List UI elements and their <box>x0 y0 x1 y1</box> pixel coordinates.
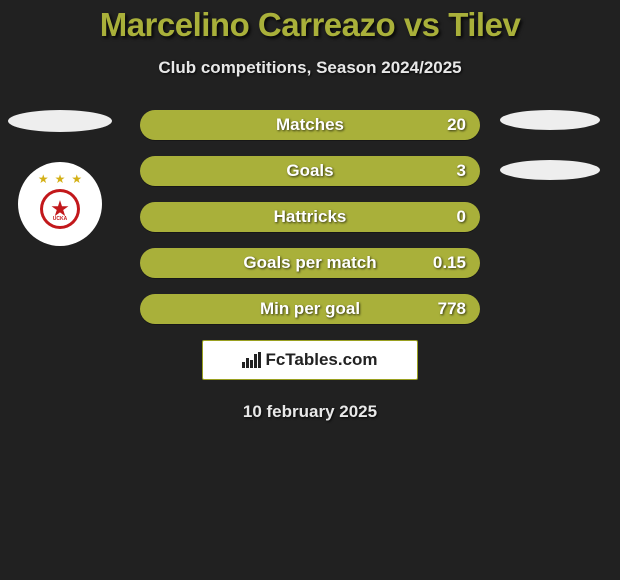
left-club-badge: ★ ★ ★ ★ UCKA <box>18 162 102 246</box>
badge-inner-ring: ★ UCKA <box>40 189 80 229</box>
subtitle: Club competitions, Season 2024/2025 <box>0 58 620 78</box>
stat-row: Matches 20 <box>140 110 480 140</box>
source-logo: FcTables.com <box>202 340 418 380</box>
stat-bar-min-per-goal: Min per goal 778 <box>140 294 480 324</box>
stat-bars: Matches 20 Goals 3 Hattricks 0 Goals per… <box>140 110 480 324</box>
stat-row: Goals 3 <box>140 156 480 186</box>
badge-text: UCKA <box>53 216 67 222</box>
comparison-area: ★ ★ ★ ★ UCKA Matches 20 Goals <box>0 110 620 422</box>
stat-bar-matches: Matches 20 <box>140 110 480 140</box>
stat-label: Min per goal <box>140 299 480 319</box>
star-icon: ★ <box>55 172 66 186</box>
stat-value: 0.15 <box>433 253 466 273</box>
right-avatar-placeholder <box>500 110 600 130</box>
logo-text: FcTables.com <box>265 350 377 370</box>
stat-label: Matches <box>140 115 480 135</box>
date-text: 10 february 2025 <box>0 402 620 422</box>
badge-inner-white: ★ UCKA <box>43 192 77 226</box>
page-title: Marcelino Carreazo vs Tilev <box>0 0 620 44</box>
stat-value: 778 <box>438 299 466 319</box>
stat-bar-hattricks: Hattricks 0 <box>140 202 480 232</box>
stat-label: Goals per match <box>140 253 480 273</box>
stat-bar-goals-per-match: Goals per match 0.15 <box>140 248 480 278</box>
left-player-column: ★ ★ ★ ★ UCKA <box>8 110 112 246</box>
stat-row: Goals per match 0.15 <box>140 248 480 278</box>
star-icon: ★ <box>38 172 49 186</box>
stat-row: Hattricks 0 <box>140 202 480 232</box>
right-secondary-placeholder <box>500 160 600 180</box>
stat-value: 3 <box>457 161 466 181</box>
bar-chart-icon <box>242 352 261 368</box>
stat-value: 0 <box>457 207 466 227</box>
stat-label: Goals <box>140 161 480 181</box>
stat-row: Min per goal 778 <box>140 294 480 324</box>
badge-stars: ★ ★ ★ <box>38 172 82 186</box>
star-icon: ★ <box>71 172 82 186</box>
left-avatar-placeholder <box>8 110 112 132</box>
right-player-column <box>500 110 600 180</box>
stat-label: Hattricks <box>140 207 480 227</box>
stat-bar-goals: Goals 3 <box>140 156 480 186</box>
stat-value: 20 <box>447 115 466 135</box>
